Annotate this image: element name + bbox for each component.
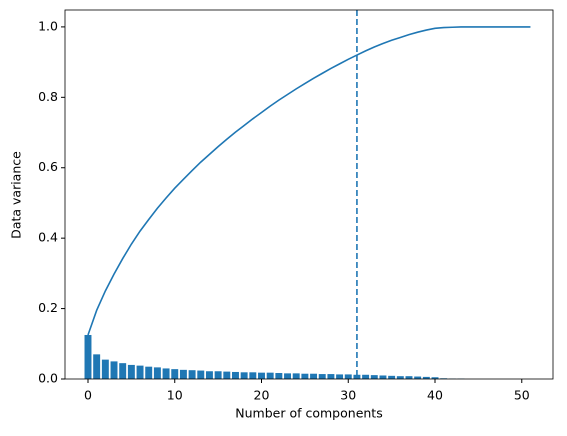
bar <box>258 373 265 379</box>
x-tick-label: 40 <box>427 388 443 403</box>
bar <box>154 367 161 379</box>
bar <box>93 354 100 379</box>
x-tick-label: 0 <box>84 388 92 403</box>
bar <box>310 374 317 379</box>
bar <box>180 370 187 379</box>
bar <box>215 371 222 379</box>
bar <box>137 366 144 379</box>
bar <box>223 372 230 379</box>
bar <box>379 375 386 379</box>
bar <box>371 375 378 379</box>
x-tick-label: 10 <box>167 388 183 403</box>
bar <box>345 374 352 379</box>
bar <box>171 369 178 379</box>
bar <box>249 372 256 379</box>
bar <box>128 365 135 379</box>
bar <box>362 375 369 379</box>
y-axis-label: Data variance <box>9 151 24 239</box>
bar <box>397 376 404 379</box>
bar <box>406 376 413 379</box>
bar <box>119 363 126 379</box>
y-tick-label: 0.8 <box>38 89 58 104</box>
x-axis-label: Number of components <box>235 406 382 421</box>
y-tick-label: 0.0 <box>38 371 58 386</box>
x-tick-label: 30 <box>340 388 356 403</box>
bar <box>336 374 343 379</box>
y-tick-label: 0.2 <box>38 300 58 315</box>
bar <box>111 361 118 379</box>
bar <box>145 367 152 379</box>
bar <box>267 373 274 379</box>
plot-frame <box>65 10 553 379</box>
bar <box>197 371 204 379</box>
bar <box>85 335 92 379</box>
bar <box>241 372 248 379</box>
bar <box>388 376 395 379</box>
bar <box>275 373 282 379</box>
bar <box>293 373 300 379</box>
y-tick-label: 1.0 <box>38 18 58 33</box>
y-tick-label: 0.4 <box>38 230 58 245</box>
y-tick-label: 0.6 <box>38 159 58 174</box>
bar <box>163 368 170 379</box>
bar <box>319 374 326 379</box>
bar <box>301 374 308 379</box>
bar <box>206 371 213 379</box>
bar <box>232 372 239 379</box>
bar <box>189 370 196 379</box>
bar <box>327 374 334 379</box>
bar <box>102 360 109 379</box>
x-tick-label: 50 <box>514 388 530 403</box>
cumulative-line <box>88 27 530 335</box>
x-tick-label: 20 <box>254 388 270 403</box>
bar <box>284 373 291 379</box>
